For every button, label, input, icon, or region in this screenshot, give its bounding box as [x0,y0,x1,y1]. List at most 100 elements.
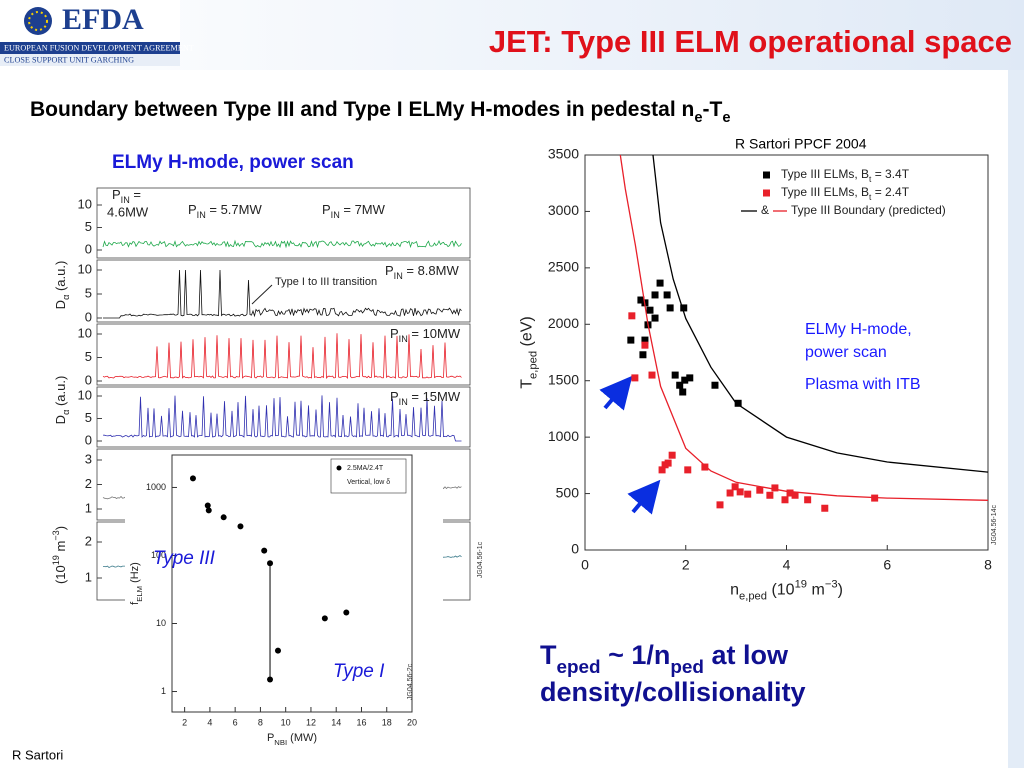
point [651,291,659,299]
point [651,314,659,322]
legend-swatch [336,465,342,471]
text-part: 19 [51,555,61,565]
text-part: -T [703,98,723,121]
y-tick-label: 2000 [548,315,579,331]
text-part: = [130,187,141,202]
text-part: (Hz) [129,562,141,586]
text-part: (a.u.) [53,261,68,295]
org-name: EUROPEAN FUSION DEVELOPMENT AGREEMENT [4,43,194,52]
point [671,371,679,379]
x-tick-label: 8 [984,557,992,573]
y-axis-label: Te,ped (eV) [519,316,540,388]
trace-frame [96,187,471,259]
text-part: m [53,541,68,555]
figure-id: JG04.56-1c [477,541,484,578]
point [274,647,281,654]
logo-bar-light [0,54,180,66]
point [631,374,639,382]
point [679,388,687,396]
trace-label: 4.6MW [107,204,149,219]
x-tick-label: 6 [233,717,238,727]
transition-pointer [251,284,273,305]
trace-label: PIN = 5.7MW [188,202,262,220]
tick-label: 5 [85,349,92,364]
tick-label: 0 [85,372,92,387]
point [684,466,692,474]
text-part: T [519,379,536,389]
annotation: ELMy H-mode, [805,321,912,338]
logo-text: EFDA [62,3,144,36]
text-part: = 3.4T [871,167,909,181]
arrow [599,375,633,411]
point [267,676,274,683]
point [205,507,212,514]
text-part: α [61,410,71,415]
tick-label: 5 [85,285,92,300]
panel-heading: ELMy H-mode, power scan [112,152,354,173]
point [744,490,752,498]
legend-swatch [763,189,770,197]
legend-entry: Type III Boundary (predicted) [791,203,946,217]
text-part: = 5.7MW [206,202,263,217]
text-part: = 2.4T [871,185,909,199]
point [821,504,829,512]
point [804,496,812,504]
text-part: = 10MW [408,326,461,341]
point [639,351,647,359]
boundary-line [619,154,989,501]
text-part: f [129,601,141,605]
panel-axis-label: Dα (a.u.) [53,261,71,310]
tick-label: 10 [78,325,92,340]
point [658,466,666,474]
plot-frame [171,454,413,713]
point [321,615,328,622]
trace-label: PIN = 10MW [390,326,461,344]
text-part: IN [121,195,130,205]
text-part: t [869,192,872,202]
text-part: D [53,415,68,424]
point [791,491,799,499]
legend-entry: Type III ELMs, Bt = 3.4T [781,167,910,184]
point [734,399,742,407]
tick-label: 5 [85,410,92,425]
text-part: IN [331,210,340,220]
y-tick-label: 3000 [548,202,579,218]
point [637,296,645,304]
tick-label: 3 [85,451,92,466]
point [237,523,244,530]
text-part: (10 [53,565,68,584]
x-tick-label: 4 [207,717,212,727]
point [641,336,649,344]
text-part: P [267,732,274,744]
text-part: Type III ELMs, B [781,185,869,199]
annotation: power scan [805,344,887,361]
inset-bg [125,450,443,748]
annotation: Plasma with ITB [805,376,921,393]
text-part: n [730,582,739,599]
text-part: −3 [51,530,61,540]
y-tick-label: 2500 [548,259,579,275]
text-part: = 8.8MW [403,263,460,278]
point [736,488,744,496]
text-part: P [390,389,399,404]
legend-entry: Type III ELMs, Bt = 2.4T [781,185,910,202]
point [756,486,764,494]
trace-label: PIN = [112,187,141,205]
x-tick-label: 12 [306,717,316,727]
point [663,291,671,299]
x-axis-label: ne,ped (1019 m−3) [730,579,843,603]
point [189,475,196,482]
text-part: IN [394,271,403,281]
y-tick-label: 1500 [548,371,579,387]
y-axis-label: fELM (Hz) [129,562,144,605]
tick-label: 1 [85,569,92,584]
tick-label: 0 [85,241,92,256]
legend-box [330,458,407,494]
text-part: P [188,202,197,217]
x-tick-label: 6 [883,557,891,573]
x-tick-label: 0 [581,557,589,573]
x-axis-label: PNBI (MW) [267,732,317,747]
x-tick-label: 4 [783,557,791,573]
point [681,376,689,384]
